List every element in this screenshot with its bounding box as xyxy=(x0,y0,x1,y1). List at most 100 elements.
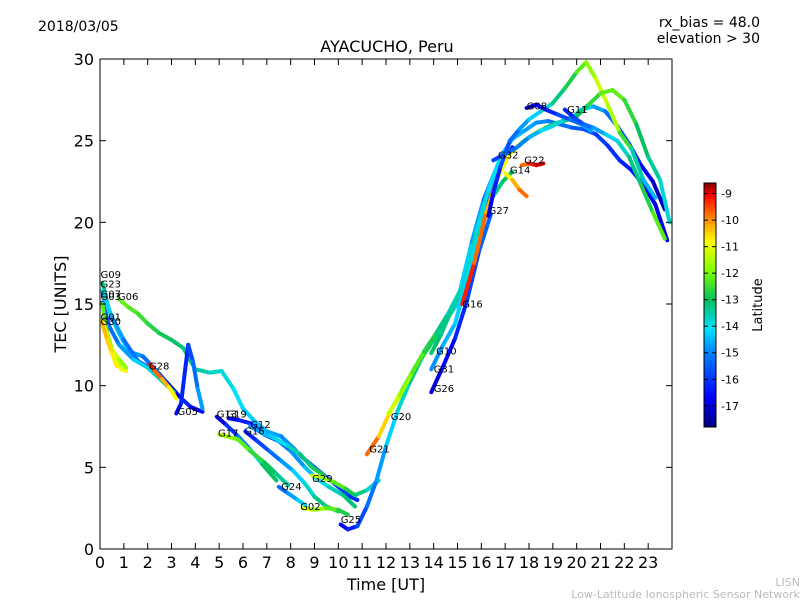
series-segment xyxy=(617,130,634,151)
series-segment xyxy=(105,337,114,355)
satellite-label-g13: G13 xyxy=(217,410,237,421)
series-segment xyxy=(295,498,307,507)
x-tick-label: 6 xyxy=(238,553,248,572)
x-tick-label: 5 xyxy=(214,553,224,572)
series-g02-16 xyxy=(300,506,350,517)
series-segment xyxy=(622,97,639,127)
series-segment xyxy=(422,331,439,354)
series-segment xyxy=(190,359,200,391)
series-segment xyxy=(457,239,474,293)
y-tick-label: 15 xyxy=(74,295,94,314)
series-segment xyxy=(312,494,329,509)
series-segment xyxy=(627,155,643,187)
x-tick-label: 16 xyxy=(471,553,491,572)
series-segment xyxy=(267,449,284,463)
series-segment xyxy=(260,431,276,440)
series-g05-8 xyxy=(174,342,205,416)
series-segment xyxy=(615,138,632,159)
series-g27-24 xyxy=(486,60,658,218)
y-tick-label: 30 xyxy=(74,50,94,69)
series-segment xyxy=(264,429,284,439)
satellite-label-g10: G10 xyxy=(436,347,456,358)
series-segment xyxy=(324,506,341,512)
satellite-label-g05: G05 xyxy=(178,407,198,418)
series-segment xyxy=(465,233,481,282)
satellite-label-g28: G28 xyxy=(149,361,169,372)
series-segment xyxy=(298,452,315,470)
satellite-label-g30: G30 xyxy=(101,317,121,328)
x-tick-label: 17 xyxy=(495,553,515,572)
series-segment xyxy=(279,458,295,473)
series-segment xyxy=(236,418,253,426)
x-axis: 0 1 2 3 4 5 6 7 8 9 10 11 12 13 14 15 16 17 18 19 20 21 22 23 xyxy=(95,59,658,572)
satellite-label-g24: G24 xyxy=(281,482,301,493)
series-segment xyxy=(243,429,260,444)
x-tick-label: 15 xyxy=(447,553,467,572)
series-segment xyxy=(384,408,400,449)
series-segment xyxy=(650,179,667,212)
series-segment xyxy=(364,478,379,509)
series-segment xyxy=(517,117,531,132)
series-segment xyxy=(331,480,348,491)
plot-marks xyxy=(100,60,672,532)
series-segment xyxy=(136,311,150,326)
x-tick-label: 8 xyxy=(286,553,296,572)
series-segment xyxy=(364,434,381,457)
series-g24-14 xyxy=(276,484,307,507)
series-segment xyxy=(252,419,269,434)
series-segment xyxy=(429,364,446,395)
date-label: 2018/03/05 xyxy=(38,19,119,35)
series-segment xyxy=(639,163,655,184)
series-segment xyxy=(255,439,272,453)
series-segment xyxy=(522,120,539,133)
series-segment xyxy=(117,297,131,310)
satellite-label-g17: G17 xyxy=(218,428,238,439)
satellite-label-g03: G03 xyxy=(101,292,121,303)
satellite-label-g19: G19 xyxy=(226,410,246,421)
x-tick-label: 13 xyxy=(400,553,420,572)
satellite-label-g16: G16 xyxy=(462,299,482,310)
x-axis-label: Time [UT] xyxy=(346,575,425,594)
series-segment xyxy=(586,91,603,107)
series-segment xyxy=(603,132,620,143)
y-axis: 0 5 10 15 20 25 30 xyxy=(74,50,672,559)
colorbar-tick-label: -9 xyxy=(721,188,732,201)
series-segment xyxy=(434,311,450,336)
series-segment xyxy=(319,475,336,484)
series-segment xyxy=(398,370,415,398)
series-segment xyxy=(593,132,610,148)
series-segment xyxy=(145,321,162,336)
series-g23-1 xyxy=(100,288,181,398)
x-tick-label: 22 xyxy=(614,553,634,572)
series-segment xyxy=(326,484,346,498)
series-segment xyxy=(610,88,627,102)
satellite-label-g25: G25 xyxy=(341,515,361,526)
series-segment xyxy=(117,357,129,370)
series-g14-26 xyxy=(503,171,529,199)
y-tick-label: 20 xyxy=(74,213,94,232)
series-segment xyxy=(410,349,427,375)
series-segment xyxy=(598,88,615,96)
series-segment xyxy=(605,143,622,163)
series-segment xyxy=(341,493,357,509)
series-segment xyxy=(515,135,531,150)
series-segment xyxy=(562,70,579,91)
series-segment xyxy=(355,504,369,529)
series-segment xyxy=(569,125,586,132)
series-segment xyxy=(167,385,179,401)
series-segment xyxy=(336,484,353,499)
series-segment xyxy=(438,305,455,337)
series-segment xyxy=(300,506,317,512)
satellite-label-g29: G29 xyxy=(312,474,332,485)
series-segment xyxy=(646,155,663,182)
series-segment xyxy=(441,336,458,369)
series-segment xyxy=(236,437,253,453)
satellite-label-g27: G27 xyxy=(489,206,509,217)
series-segment xyxy=(214,414,229,427)
series-g06-4 xyxy=(117,297,360,502)
satellite-label-g09: G09 xyxy=(101,270,121,281)
series-segment xyxy=(195,386,205,411)
colorbar-tick-label: -12 xyxy=(721,267,739,280)
